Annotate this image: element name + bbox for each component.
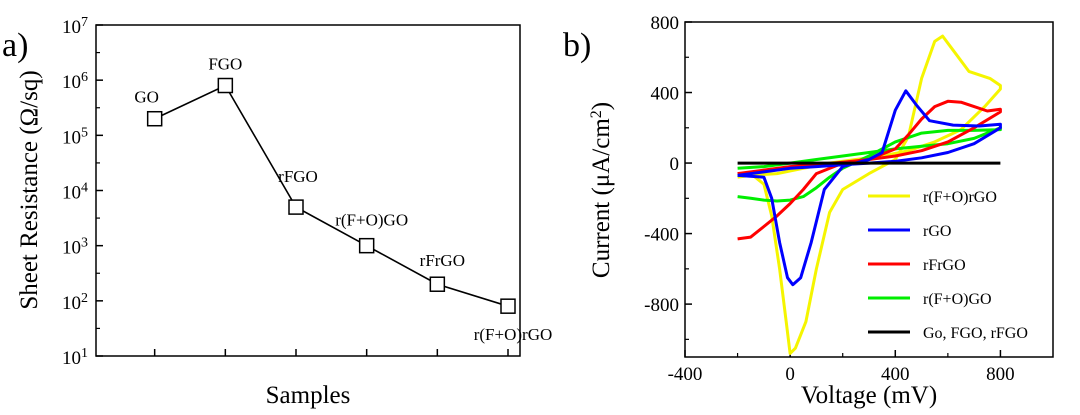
y-tick-label: 0	[670, 154, 680, 175]
data-point-label: r(F+O)GO	[335, 211, 408, 230]
y-tick-label: 107	[62, 15, 88, 39]
x-tick-label: 800	[986, 364, 1015, 385]
y-tick-label: 800	[651, 13, 680, 34]
data-marker-square	[217, 77, 234, 94]
legend-label: rGO	[923, 223, 951, 240]
panel-a-data: GO FGO rFGO r(F+O)GO rFrGO r(F+O)rGO	[134, 55, 552, 345]
legend-label: r(F+O)GO	[923, 291, 992, 308]
x-tick-label: -400	[668, 364, 703, 385]
data-point-label: rFGO	[278, 167, 318, 186]
panel-a-label: a)	[2, 27, 28, 64]
panel-b-data	[737, 34, 1002, 355]
panel-b-x-axis-title: Voltage (mV)	[801, 382, 937, 409]
data-marker-square	[500, 298, 516, 314]
panel-b-x-ticks: -400 0 400 800	[668, 350, 1015, 385]
data-marker-square	[358, 237, 375, 254]
data-marker-square	[288, 199, 304, 215]
panel-a-series-line	[154, 84, 509, 307]
panel-b-plot-frame	[684, 21, 1054, 358]
panel-a-x-ticks	[153, 349, 509, 356]
data-point-label: rFrGO	[420, 251, 465, 270]
data-point-label: FGO	[208, 55, 242, 74]
panel-a-x-axis-title: Samples	[266, 382, 351, 409]
y-tick-label: 101	[62, 346, 88, 370]
y-tick-label: 102	[62, 290, 88, 314]
panel-b-y-axis-title: Current (μA/cm2)	[588, 102, 616, 278]
cv-curve-0	[737, 34, 1002, 355]
legend-label: Go, FGO, rFGO	[923, 325, 1028, 342]
panel-a-plot-frame	[95, 24, 521, 357]
panel-a-y-axis-title: Sheet Resistance (Ω/sq)	[16, 70, 43, 309]
panel-b-legend: r(F+O)rGO rGO rFrGO r(F+O)GO Go, FGO, rFGO	[868, 189, 1028, 342]
data-marker-square	[429, 276, 446, 292]
legend-label: rFrGO	[923, 257, 966, 274]
y-tick-label: -400	[644, 225, 679, 246]
panel-a-y-ticks: 101 102 103 104 105 106 107	[62, 15, 103, 370]
y-tick-label: 104	[62, 180, 88, 204]
y-tick-label: 103	[62, 235, 88, 259]
legend-label: r(F+O)rGO	[923, 189, 997, 206]
x-tick-label: 400	[881, 364, 910, 385]
panel-b-y-ticks: -800 -400 0 400 800	[644, 13, 692, 340]
panel-b-label: b)	[563, 27, 591, 64]
data-marker-square	[146, 110, 163, 127]
panel-a: a) 101 102 103 104 105 106 107 Sheet Resistanc…	[2, 15, 552, 410]
y-tick-label: 106	[62, 70, 88, 94]
y-tick-label: 105	[62, 125, 88, 149]
y-tick-label: -800	[644, 295, 679, 316]
panel-b: b) -800 -400 0 400 800 -400 0 400 800 Current (…	[563, 13, 1054, 409]
y-tick-label: 400	[651, 84, 680, 105]
data-point-label: r(F+O)rGO	[474, 325, 553, 344]
data-point-label: GO	[134, 88, 159, 107]
x-tick-label: 0	[785, 364, 795, 385]
